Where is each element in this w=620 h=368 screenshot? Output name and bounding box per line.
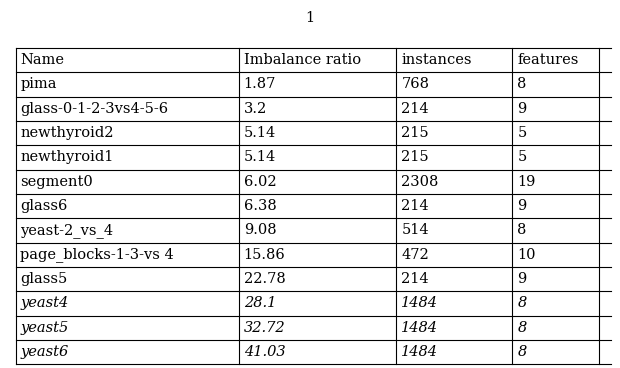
Text: 3.2: 3.2 <box>244 102 267 116</box>
Text: 9: 9 <box>518 199 527 213</box>
Text: 8: 8 <box>518 297 527 311</box>
Text: 2308: 2308 <box>401 175 439 189</box>
Text: 472: 472 <box>401 248 429 262</box>
Text: 32.72: 32.72 <box>244 321 285 335</box>
Text: 8: 8 <box>518 345 527 359</box>
Text: 5: 5 <box>518 151 527 164</box>
Text: 215: 215 <box>401 126 429 140</box>
Text: 214: 214 <box>401 272 429 286</box>
Text: 10: 10 <box>518 248 536 262</box>
Text: features: features <box>518 53 579 67</box>
Text: yeast4: yeast4 <box>20 297 69 311</box>
Text: 22.78: 22.78 <box>244 272 285 286</box>
Text: instances: instances <box>401 53 472 67</box>
Text: newthyroid2: newthyroid2 <box>20 126 114 140</box>
Text: 1484: 1484 <box>401 321 438 335</box>
Text: 9: 9 <box>518 102 527 116</box>
Text: 5: 5 <box>518 126 527 140</box>
Text: 8: 8 <box>518 321 527 335</box>
Text: glass5: glass5 <box>20 272 68 286</box>
Text: 19: 19 <box>518 175 536 189</box>
Text: glass-0-1-2-3vs4-5-6: glass-0-1-2-3vs4-5-6 <box>20 102 169 116</box>
Text: segment0: segment0 <box>20 175 93 189</box>
Text: 6.38: 6.38 <box>244 199 277 213</box>
Text: 1.87: 1.87 <box>244 77 276 91</box>
Text: 214: 214 <box>401 199 429 213</box>
Text: 8: 8 <box>518 223 527 237</box>
Text: Imbalance ratio: Imbalance ratio <box>244 53 361 67</box>
Text: 514: 514 <box>401 223 429 237</box>
Text: glass6: glass6 <box>20 199 68 213</box>
Text: yeast-2_vs_4: yeast-2_vs_4 <box>20 223 113 238</box>
Text: 1484: 1484 <box>401 345 438 359</box>
Text: 8: 8 <box>518 77 527 91</box>
Text: 1: 1 <box>306 11 314 25</box>
Text: page_blocks-1-3-vs 4: page_blocks-1-3-vs 4 <box>20 247 174 262</box>
Text: 6.02: 6.02 <box>244 175 277 189</box>
Text: yeast5: yeast5 <box>20 321 69 335</box>
Text: 9.08: 9.08 <box>244 223 277 237</box>
Text: yeast6: yeast6 <box>20 345 69 359</box>
Text: pima: pima <box>20 77 57 91</box>
Text: 214: 214 <box>401 102 429 116</box>
Text: 5.14: 5.14 <box>244 151 276 164</box>
Text: 41.03: 41.03 <box>244 345 285 359</box>
Text: 28.1: 28.1 <box>244 297 276 311</box>
Text: 9: 9 <box>518 272 527 286</box>
Text: Name: Name <box>20 53 64 67</box>
Text: 1484: 1484 <box>401 297 438 311</box>
Text: 5.14: 5.14 <box>244 126 276 140</box>
Text: 768: 768 <box>401 77 430 91</box>
Text: newthyroid1: newthyroid1 <box>20 151 114 164</box>
Text: 15.86: 15.86 <box>244 248 285 262</box>
Text: 215: 215 <box>401 151 429 164</box>
